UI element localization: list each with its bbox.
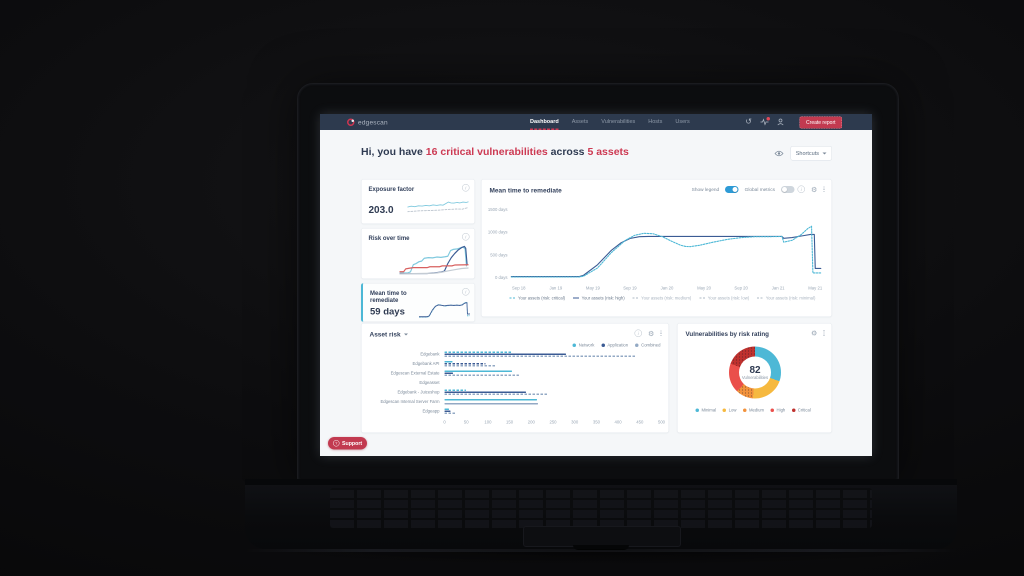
info-icon[interactable]: i [797, 185, 805, 193]
edgescan-logo: edgescan [347, 114, 388, 130]
nav-item-assets[interactable]: Assets [571, 118, 589, 125]
laptop-trackpad [523, 526, 681, 547]
laptop-base [245, 479, 957, 552]
asset-label: Edgebank [420, 351, 440, 357]
activity-icon[interactable] [760, 117, 770, 126]
nav-item-hosts[interactable]: Hosts [648, 118, 663, 125]
asset-label: Edgebank API [412, 361, 440, 366]
gear-icon[interactable]: ⚙ [810, 329, 818, 337]
vulns-by-risk-panel: Vulnerabilities by risk rating ⚙ 82 Vuln… [677, 323, 832, 433]
legend-item[interactable]: Your assets (risk: high) [573, 296, 625, 301]
bar-network [444, 399, 537, 401]
card-mean-time-to-remediate[interactable]: Mean time to remediate i 59 days [361, 283, 475, 322]
chevron-down-icon [404, 333, 409, 336]
bar-combined [444, 365, 496, 367]
nav-item-users[interactable]: Users [675, 118, 690, 125]
bar-network [444, 361, 453, 363]
bar-combined [444, 403, 538, 405]
bar-application [444, 391, 527, 393]
nav-icon-group: ↺ [745, 114, 784, 130]
bar-network [444, 351, 512, 353]
kebab-menu-icon[interactable] [823, 186, 825, 193]
legend-item[interactable]: Your assets (risk: medium) [632, 296, 691, 301]
top-navbar: edgescan Dashboard Assets Vulnerabilities H… [320, 114, 872, 130]
global-metrics-toggle[interactable] [781, 186, 795, 193]
asset-label: Edgescan External Estate [390, 370, 440, 376]
bar-combined [444, 374, 520, 376]
legend-item[interactable]: Network [572, 343, 594, 348]
user-icon[interactable] [777, 118, 784, 126]
laptop-keyboard [330, 488, 872, 528]
bar-combined [444, 393, 549, 395]
edgescan-logo-text: edgescan [358, 118, 388, 126]
bar-network [444, 389, 467, 391]
edgescan-logo-icon [347, 118, 355, 126]
create-report-button[interactable]: Create report [799, 116, 842, 129]
vulns-donut-chart[interactable]: 82 Vulnerabilities [729, 346, 781, 399]
bar-application [444, 372, 454, 374]
gear-icon[interactable]: ⚙ [647, 329, 655, 338]
bar-application [444, 363, 486, 365]
info-icon[interactable]: i [462, 288, 470, 296]
refresh-icon[interactable]: ↺ [745, 117, 752, 126]
question-icon: ? [333, 440, 340, 447]
legend-item[interactable]: Critical [791, 408, 811, 413]
asset-label: Edgeasset [419, 380, 440, 385]
asset-label: Edgescan Internal Server Farm [380, 399, 440, 404]
mttr-chart-panel: Mean time to remediate Show legend Globa… [481, 179, 832, 317]
kebab-menu-icon[interactable] [823, 330, 825, 336]
info-icon[interactable]: i [634, 329, 642, 337]
legend-item[interactable]: High [770, 408, 785, 413]
global-metrics-label: Global metrics [744, 186, 775, 193]
notification-badge [766, 117, 770, 121]
bar-application [444, 353, 567, 355]
nav-item-dashboard[interactable]: Dashboard [530, 114, 559, 130]
mttr-line-chart [510, 225, 822, 278]
nav-item-vulnerabilities[interactable]: Vulnerabilities [601, 118, 636, 125]
bar-network [444, 408, 449, 410]
page-title: Hi, you have 16 critical vulnerabilities… [361, 146, 629, 158]
legend-item[interactable]: Low [722, 408, 736, 413]
laptop-hinge [245, 479, 957, 485]
bar-application [444, 410, 451, 412]
eye-icon[interactable] [774, 150, 784, 156]
legend-item[interactable]: Your assets (risk: low) [699, 296, 749, 301]
info-icon[interactable]: i [462, 184, 470, 192]
donut-center: 82 Vulnerabilities [739, 356, 771, 389]
asset-risk-panel: Asset risk i ⚙ Network Application Combine… [361, 323, 669, 433]
gear-icon[interactable]: ⚙ [810, 185, 818, 194]
legend-item[interactable]: Your assets (risk: minimal) [757, 296, 815, 301]
asset-risk-legend: Network Application Combined [572, 343, 661, 348]
floor-shadow [160, 549, 1024, 569]
show-legend-toggle[interactable] [725, 186, 739, 193]
asset-label: Edgebank - Juiceshop [397, 389, 440, 395]
legend-item[interactable]: Application [601, 343, 628, 348]
kebab-menu-icon[interactable] [660, 330, 662, 337]
mttr-legend: Your assets (risk: critical) Your assets … [509, 296, 815, 301]
bar-combined [444, 355, 636, 357]
card-exposure-factor[interactable]: Exposure factor i 203.0 [361, 179, 475, 224]
chevron-down-icon [822, 152, 827, 155]
asset-label: Edgeapp [422, 408, 440, 414]
main-nav: Dashboard Assets Vulnerabilities Hosts Users [530, 114, 690, 130]
dashboard-screen: edgescan Dashboard Assets Vulnerabilities H… [320, 114, 872, 456]
support-button[interactable]: ? Support [328, 437, 368, 450]
legend-item[interactable]: Your assets (risk: critical) [509, 296, 565, 301]
legend-item[interactable]: Medium [742, 408, 764, 413]
laptop-screen: edgescan Dashboard Assets Vulnerabilities H… [297, 83, 899, 482]
legend-item[interactable]: Combined [635, 343, 661, 348]
shortcuts-button[interactable]: Shortcuts [790, 146, 832, 161]
bar-combined [444, 412, 456, 414]
card-risk-over-time[interactable]: Risk over time i [361, 228, 475, 279]
laptop-lid-notch [573, 545, 629, 550]
bar-network [444, 370, 512, 372]
vulns-legend: Minimal Low Medium High Critical [695, 408, 821, 413]
legend-item[interactable]: Minimal [695, 408, 716, 413]
asset-risk-title[interactable]: Asset risk [370, 331, 409, 338]
info-icon[interactable]: i [462, 233, 470, 241]
show-legend-label: Show legend [691, 186, 720, 193]
